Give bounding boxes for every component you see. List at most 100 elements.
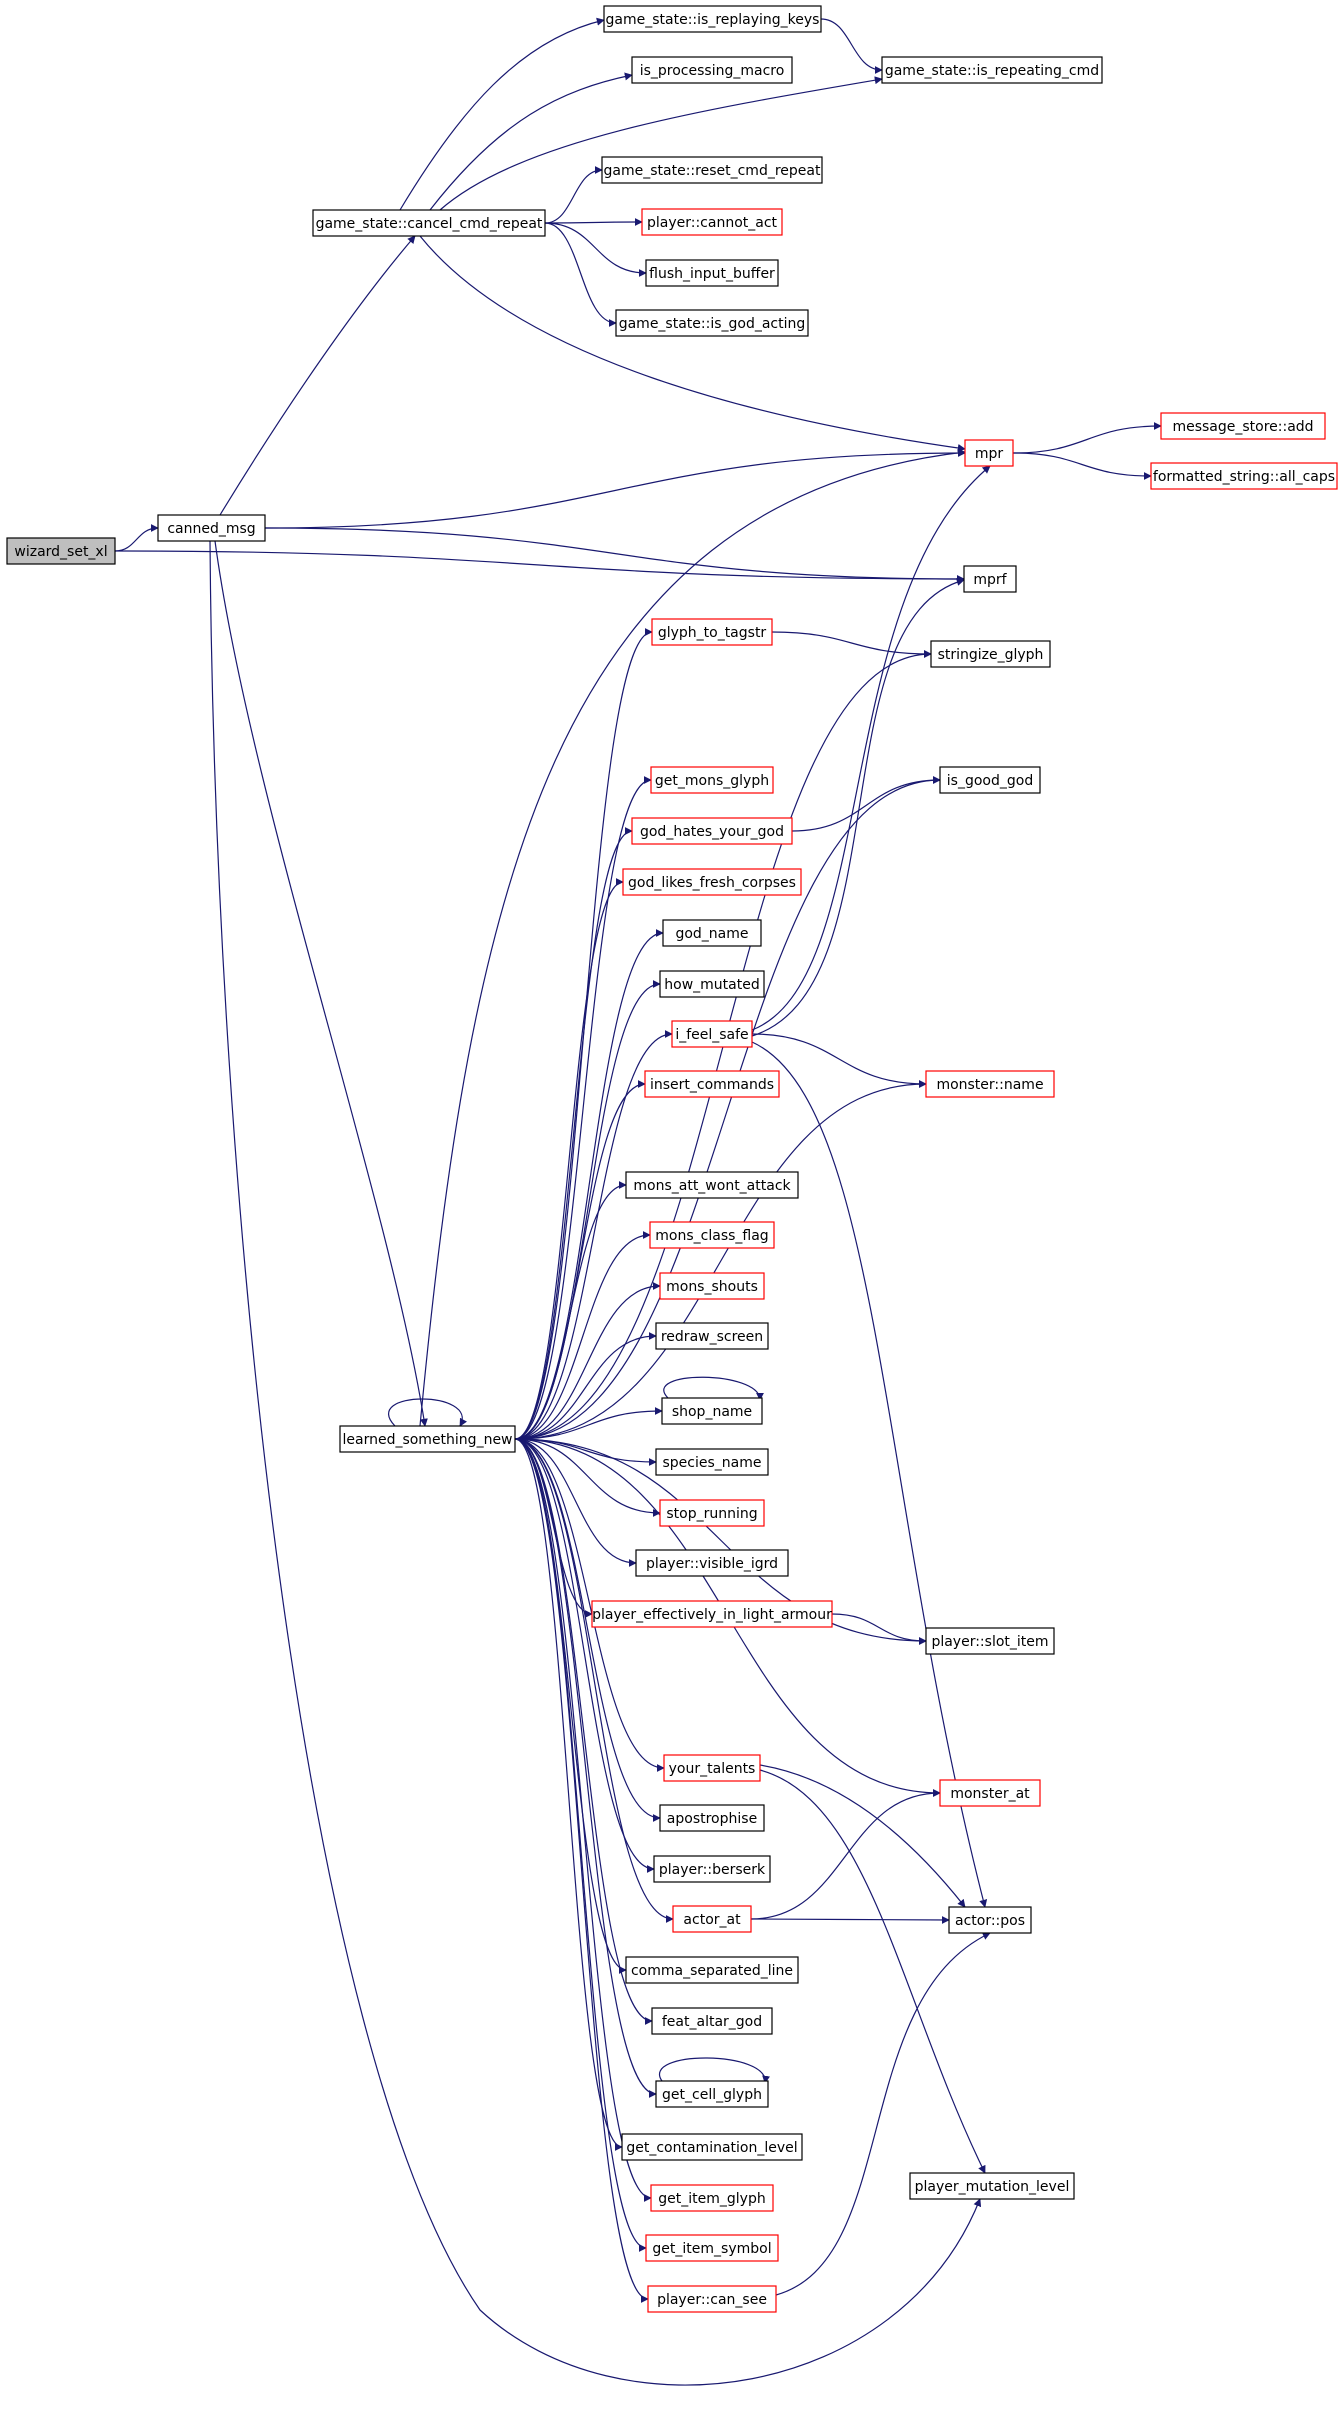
node-box [663,1754,761,1782]
node-label: glyph_to_tagstr [658,625,767,641]
edge-wizard_set_xl-to-canned_msg [114,524,159,552]
node-mons-shouts[interactable]: mons_shouts [659,1272,765,1300]
node-label: get_contamination_level [626,2140,797,2156]
node-box [615,309,809,337]
edge-learned_something_new-to-get_item_glyph [514,1438,652,2202]
node-wizard-set-xl[interactable]: wizard_set_xl [6,537,116,565]
node-insert-commands[interactable]: insert_commands [644,1070,780,1098]
node-label: player::berserk [659,1862,766,1878]
node-box [644,1070,780,1098]
node-actor-at[interactable]: actor_at [672,1905,752,1933]
edge-canned_msg-to-cancel_cmd_repeat [219,235,416,516]
node-label: player::slot_item [931,1634,1048,1650]
node-is-processing-macro[interactable]: is_processing_macro [631,56,793,84]
edge-learned_something_new-to-actor_at [514,1438,674,1923]
node-box [339,1425,516,1453]
node-box [651,618,773,646]
node-get-item-glyph[interactable]: get_item_glyph [650,2184,774,2212]
node-is-replaying-keys[interactable]: game_state::is_replaying_keys [603,5,822,33]
node-actor-pos[interactable]: actor::pos [948,1906,1032,1934]
node-label: insert_commands [650,1077,774,1093]
node-mpr[interactable]: mpr [964,439,1014,467]
node-canned-msg[interactable]: canned_msg [157,514,266,542]
node-i-feel-safe[interactable]: i_feel_safe [671,1020,753,1048]
node-box [625,1956,799,1984]
node-get-mons-glyph[interactable]: get_mons_glyph [650,766,774,794]
node-monster-at[interactable]: monster_at [939,1779,1041,1807]
node-box [1160,412,1326,440]
node-box [661,1397,763,1425]
node-stringize-glyph[interactable]: stringize_glyph [930,640,1051,668]
node-box [645,259,779,287]
edge-god_hates_your_god-to-is_good_god [791,776,941,832]
edge-canned_msg-to-player_mutation_level [209,540,982,2386]
node-label: wizard_set_xl [14,544,107,560]
node-label: feat_altar_god [662,2014,762,2030]
edge-learned_something_new-to-monster_name [514,1080,927,1440]
node-berserk[interactable]: player::berserk [653,1855,771,1883]
node-get-item-symbol[interactable]: get_item_symbol [645,2234,779,2262]
edge-cancel_cmd_repeat-to-reset_cmd_repeat [544,166,603,224]
node-label: player_mutation_level [915,2179,1070,2195]
node-monster-name[interactable]: monster::name [925,1070,1055,1098]
edge-cancel_cmd_repeat-to-flush_input_buffer [544,222,647,277]
node-mprf[interactable]: mprf [963,565,1017,593]
edge-i_feel_safe-to-mpr [751,465,991,1031]
node-shop-name[interactable]: shop_name [661,1397,763,1425]
node-god-name[interactable]: god_name [662,919,762,947]
edge-learned_something_new-to-feat_altar_god [514,1438,653,2025]
node-label: game_state::is_god_acting [619,316,806,332]
node-label: shop_name [672,1404,752,1420]
node-flush-input-buffer[interactable]: flush_input_buffer [645,259,779,287]
node-mons-att-wont-attack[interactable]: mons_att_wont_attack [625,1171,799,1199]
node-box [1150,462,1338,490]
edge-glyph_to_tagstr-to-stringize_glyph [771,631,932,658]
node-get-contamination-level[interactable]: get_contamination_level [621,2133,803,2161]
node-box [650,2184,774,2212]
node-message-store-add[interactable]: message_store::add [1160,412,1326,440]
node-can-see[interactable]: player::can_see [647,2285,777,2313]
edge-learned_something_new-to-slot_item [514,1438,927,1645]
node-label: flush_input_buffer [649,266,775,282]
node-box [930,640,1051,668]
node-how-mutated[interactable]: how_mutated [659,970,765,998]
node-light-armour[interactable]: player_effectively_in_light_armour [591,1600,833,1628]
node-learned-something-new[interactable]: learned_something_new [339,1425,516,1453]
node-glyph-to-tagstr[interactable]: glyph_to_tagstr [651,618,773,646]
node-cannot-act[interactable]: player::cannot_act [641,208,783,236]
node-comma-separated-line[interactable]: comma_separated_line [625,1956,799,1984]
edge-canned_msg-to-mprf [264,527,965,583]
node-cancel-cmd-repeat[interactable]: game_state::cancel_cmd_repeat [312,209,546,237]
node-god-hates-your-god[interactable]: god_hates_your_god [631,817,793,845]
node-box [635,1549,789,1577]
node-is-repeating-cmd[interactable]: game_state::is_repeating_cmd [881,56,1103,84]
edge-is_replaying_keys-to-is_repeating_cmd [820,18,883,74]
node-god-likes-fresh-corpses[interactable]: god_likes_fresh_corpses [622,868,802,896]
edge-shop_name-to-shop_name [663,1376,764,1401]
node-all-caps[interactable]: formatted_string::all_caps [1150,462,1338,490]
node-your-talents[interactable]: your_talents [663,1754,761,1782]
node-label: stringize_glyph [938,647,1044,663]
node-slot-item[interactable]: player::slot_item [925,1627,1055,1655]
edge-learned_something_new-to-mons_shouts [514,1282,661,1440]
node-is-good-god[interactable]: is_good_god [939,766,1041,794]
node-mons-class-flag[interactable]: mons_class_flag [649,1221,775,1249]
node-box [651,2007,773,2035]
node-species-name[interactable]: species_name [655,1448,769,1476]
edge-i_feel_safe-to-monster_name [751,1033,927,1088]
edge-learned_something_new-to-berserk [514,1438,655,1873]
node-apostrophise[interactable]: apostrophise [659,1804,765,1832]
node-is-god-acting[interactable]: game_state::is_god_acting [615,309,809,337]
node-box [925,1627,1055,1655]
node-label: get_cell_glyph [662,2087,762,2103]
node-redraw-screen[interactable]: redraw_screen [655,1322,769,1350]
node-reset-cmd-repeat[interactable]: game_state::reset_cmd_repeat [601,156,823,184]
node-box [621,2133,803,2161]
node-get-cell-glyph[interactable]: get_cell_glyph [655,2080,769,2108]
edge-mpr-to-all_caps [1012,452,1152,480]
node-feat-altar-god[interactable]: feat_altar_god [651,2007,773,2035]
node-visible-igrd[interactable]: player::visible_igrd [635,1549,789,1577]
node-stop-running[interactable]: stop_running [659,1499,765,1527]
node-player-mutation-level[interactable]: player_mutation_level [909,2172,1075,2200]
